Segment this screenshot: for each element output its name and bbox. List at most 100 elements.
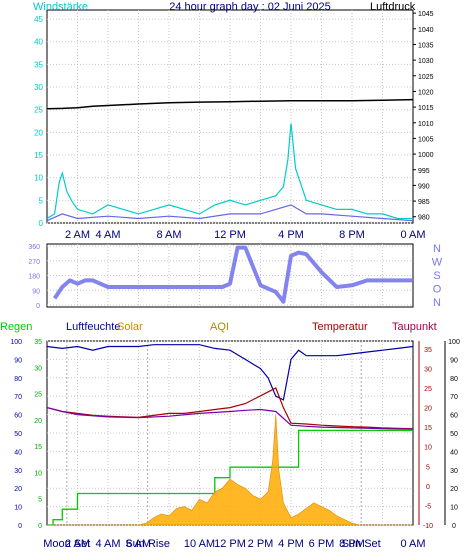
panel3-hum-tick: 80 xyxy=(14,376,22,383)
panel1-right-tick: 990 xyxy=(418,183,430,190)
panel3-legend-regen: Regen xyxy=(0,321,32,333)
panel1-right-tick: 985 xyxy=(418,199,430,206)
panel3-axis-labels: 010203040506070809010005101520253035-10-… xyxy=(10,339,460,550)
panel1-left-tick: 45 xyxy=(34,15,43,24)
panel3-regen-tick: 10 xyxy=(34,470,42,477)
panel3-legend-solar: Solar xyxy=(117,321,143,333)
panel2-left-tick: 360 xyxy=(28,244,40,251)
panel3-regen-tick: 35 xyxy=(34,339,42,346)
panel3-x-tick: 4 PM xyxy=(278,538,304,550)
panel3-regen-tick: 5 xyxy=(38,497,42,504)
panel1-x-tick: 0 AM xyxy=(400,229,425,241)
panel3-legend-luftfeuchte: Luftfeuchte xyxy=(66,321,120,333)
panel3-event-label: Sun Set xyxy=(342,538,381,550)
panel3-other-tick: 50 xyxy=(450,431,458,438)
panel3-hum-tick: 60 xyxy=(14,413,22,420)
panel1-left-tick: 10 xyxy=(34,174,43,183)
panel3-legend-temperatur: Temperatur xyxy=(312,321,368,333)
panel3-series-temperatur xyxy=(46,387,414,430)
panel1-right-tick: 1045 xyxy=(418,11,434,18)
panel3-x-tick: 6 PM xyxy=(309,538,335,550)
panel3-hum-tick: 40 xyxy=(14,449,22,456)
panel3-regen-tick: 30 xyxy=(34,365,42,372)
panel2-left-tick: 0 xyxy=(36,303,40,310)
panel3-hum-tick: 10 xyxy=(14,505,22,512)
panel1-x-tick: 4 AM xyxy=(95,229,120,241)
panel3-legend-aqi: AQI xyxy=(210,321,229,333)
panel3-other-tick: 20 xyxy=(450,486,458,493)
panel1-left-tick: 30 xyxy=(34,83,43,92)
panel1-right-title: Luftdruck xyxy=(370,1,416,13)
panel2-right-label: S xyxy=(433,270,440,282)
panel1-left-tick: 5 xyxy=(39,196,44,205)
panel3-other-tick: 40 xyxy=(450,449,458,456)
panel3-series-solar xyxy=(47,414,413,526)
panel2-series-windrichtung xyxy=(52,245,413,304)
panel2-series xyxy=(52,245,413,304)
wind-pressure-panel: 0510152025303540459809859909951000100510… xyxy=(33,1,434,241)
panel3-legend-taupunkt: Taupunkt xyxy=(392,321,437,333)
panel3-series-regen xyxy=(47,429,413,526)
panel3-temp-tick: -5 xyxy=(425,503,431,510)
panel3-temp-tick: 5 xyxy=(426,464,430,471)
panel3-temp-tick: 30 xyxy=(424,366,432,373)
panel1-series-windmittel xyxy=(46,204,414,222)
panel3-regen-tick: 20 xyxy=(34,418,42,425)
panel3-hum-tick: 50 xyxy=(14,431,22,438)
panel1-axis-labels: 0510152025303540459809859909951000100510… xyxy=(34,11,434,241)
panel3-x-tick: 6 AM xyxy=(126,538,151,550)
panel3-x-tick: 8 PM xyxy=(339,538,365,550)
panel1-right-tick: 1020 xyxy=(418,89,434,96)
panel3-temp-tick: 10 xyxy=(424,445,432,452)
panel3-temp-tick: 15 xyxy=(424,425,432,432)
panel1-x-tick: 2 AM xyxy=(65,229,90,241)
panel1-right-tick: 995 xyxy=(418,168,430,175)
panel3-regen-tick: 25 xyxy=(34,392,42,399)
panel3-other-tick: 100 xyxy=(448,339,460,346)
panel1-x-tick: 12 PM xyxy=(214,229,246,241)
panel1-right-tick: 1005 xyxy=(418,136,434,143)
panel3-other-tick: 10 xyxy=(450,505,458,512)
panel3-hum-tick: 100 xyxy=(10,339,22,346)
panel3-temp-tick: 0 xyxy=(426,484,430,491)
panel1-title: 24 hour graph day : 02 Juni 2025 xyxy=(169,1,330,13)
panel1-x-tick: 8 PM xyxy=(339,229,365,241)
panel2-right-label: W xyxy=(432,257,443,269)
panel3-temp-tick: 20 xyxy=(424,406,432,413)
panel1-right-tick: 1000 xyxy=(418,152,434,159)
panel1-right-tick: 980 xyxy=(418,215,430,222)
panel3-other-tick: 0 xyxy=(452,523,456,530)
panel3-other-tick: 30 xyxy=(450,468,458,475)
panel3-series-taupunkt xyxy=(46,407,414,430)
panel3-hum-tick: 0 xyxy=(18,523,22,530)
panel1-left-tick: 35 xyxy=(34,60,43,69)
panel3-hum-tick: 30 xyxy=(14,468,22,475)
panel1-series-luftdruck xyxy=(46,98,414,110)
panel1-right-tick: 1015 xyxy=(418,105,434,112)
panel1-right-tick: 1035 xyxy=(418,42,434,49)
panel1-right-tick: 1010 xyxy=(418,121,434,128)
panel3-x-tick: 2 PM xyxy=(248,538,274,550)
panel2-left-tick: 180 xyxy=(28,274,40,281)
panel3-other-tick: 70 xyxy=(450,394,458,401)
panel2-left-tick: 270 xyxy=(28,259,40,266)
panel3-event-label: Sun Rise xyxy=(125,538,170,550)
panel3-regen-tick: 15 xyxy=(34,444,42,451)
panel1-left-tick: 15 xyxy=(34,151,43,160)
panel2-right-label: O xyxy=(433,284,442,296)
panel3-temp-tick: 35 xyxy=(424,347,432,354)
panel3-hum-tick: 70 xyxy=(14,394,22,401)
panel1-left-tick: 25 xyxy=(34,106,43,115)
panel3-series-luftfeuchte xyxy=(46,344,414,401)
panel3-x-tick: 10 AM xyxy=(184,538,215,550)
panel1-series-windböen xyxy=(46,123,413,220)
panel1-x-tick: 4 PM xyxy=(278,229,304,241)
panel2-right-label: N xyxy=(433,297,441,309)
panel3-other-tick: 90 xyxy=(450,357,458,364)
panel3-hum-tick: 90 xyxy=(14,357,22,364)
panel3-other-tick: 80 xyxy=(450,376,458,383)
